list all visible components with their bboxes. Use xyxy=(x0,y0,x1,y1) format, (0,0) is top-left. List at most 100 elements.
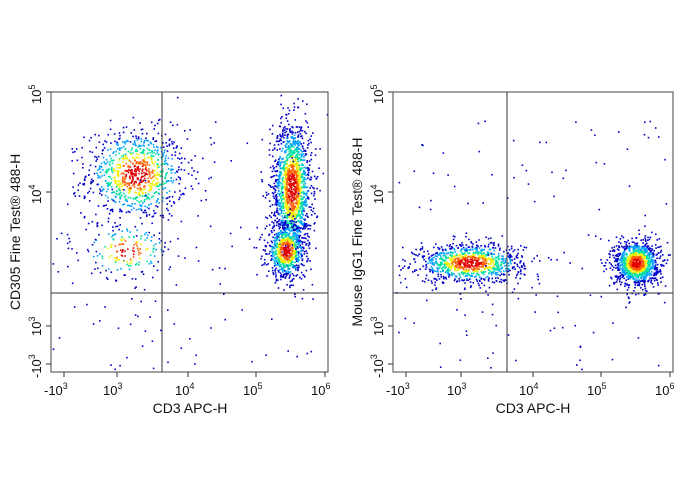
event-dot xyxy=(173,202,176,204)
event-dot xyxy=(111,192,113,194)
event-dot xyxy=(142,188,144,191)
event-dot xyxy=(468,264,470,266)
event-dot xyxy=(298,215,301,217)
event-dot xyxy=(477,253,479,256)
event-dot xyxy=(273,144,276,146)
event-dot xyxy=(133,140,136,142)
event-dot xyxy=(423,281,426,283)
event-dot xyxy=(294,180,297,182)
event-dot xyxy=(280,221,283,224)
event-dot xyxy=(183,169,186,171)
event-dot xyxy=(420,248,422,250)
event-dot xyxy=(288,244,291,246)
event-dot xyxy=(276,221,279,223)
event-dot xyxy=(132,247,135,249)
event-dot xyxy=(134,225,137,228)
event-dot xyxy=(310,206,312,209)
event-dot xyxy=(469,286,472,289)
event-dot xyxy=(478,274,480,276)
event-dot xyxy=(312,210,314,213)
event-dot xyxy=(148,180,151,183)
event-dot xyxy=(130,209,133,211)
event-dot xyxy=(619,275,621,278)
event-dot xyxy=(311,283,314,286)
event-dot xyxy=(487,294,489,296)
event-dot xyxy=(153,247,155,250)
event-dot xyxy=(444,261,447,264)
event-dot xyxy=(293,214,296,217)
event-dot xyxy=(154,140,156,143)
event-dot xyxy=(474,259,476,261)
event-dot xyxy=(178,182,180,185)
event-dot xyxy=(651,258,654,261)
event-dot xyxy=(292,251,295,254)
event-dot xyxy=(285,262,287,264)
event-dot xyxy=(298,130,300,133)
event-dot xyxy=(617,264,620,267)
event-dot xyxy=(284,242,286,245)
event-dot xyxy=(461,271,463,274)
event-dot xyxy=(101,175,103,177)
event-dot xyxy=(311,203,313,206)
event-dot xyxy=(306,259,309,262)
event-dot xyxy=(475,266,478,268)
event-dot xyxy=(273,188,276,190)
event-dot xyxy=(276,264,279,266)
event-dot xyxy=(276,135,279,137)
right-plot: -103 103 104 105 106 -103 103 104 105 CD… xyxy=(349,85,674,416)
event-dot xyxy=(282,275,284,278)
event-dot xyxy=(422,256,424,259)
event-dot xyxy=(275,140,278,143)
event-dot xyxy=(159,184,162,186)
event-dot xyxy=(128,189,131,192)
event-dot xyxy=(102,156,105,159)
event-dot xyxy=(284,186,286,189)
event-dot xyxy=(282,141,285,143)
event-dot xyxy=(133,186,136,188)
event-dot xyxy=(180,168,183,171)
event-dot xyxy=(167,163,169,166)
event-dot xyxy=(292,203,295,206)
event-dot xyxy=(466,257,468,260)
event-dot xyxy=(304,227,306,230)
event-dot xyxy=(275,200,277,203)
event-dot xyxy=(298,240,301,242)
event-dot xyxy=(310,141,312,144)
event-dot xyxy=(271,267,274,269)
event-dot xyxy=(107,182,110,184)
event-dot xyxy=(431,262,433,265)
event-dot xyxy=(501,273,503,275)
event-dot xyxy=(285,234,287,237)
event-dot xyxy=(153,184,156,187)
event-dot xyxy=(124,176,127,179)
event-dot xyxy=(315,177,317,180)
event-dot xyxy=(287,193,289,195)
event-dot xyxy=(293,173,296,175)
event-dot xyxy=(270,186,272,188)
event-dot xyxy=(101,152,103,155)
event-dot xyxy=(261,233,263,236)
event-dot xyxy=(281,248,283,251)
event-dot xyxy=(100,166,103,168)
event-dot xyxy=(105,163,107,165)
event-dot xyxy=(146,206,149,209)
event-dot xyxy=(150,171,153,173)
event-dot xyxy=(291,258,293,260)
event-dot xyxy=(301,263,304,266)
event-dot xyxy=(153,179,155,181)
event-dot xyxy=(291,190,294,193)
event-dot xyxy=(108,184,110,186)
event-dot xyxy=(502,258,505,261)
event-dot xyxy=(414,269,416,272)
event-dot xyxy=(284,126,286,128)
event-dot xyxy=(289,184,292,186)
event-dot xyxy=(487,243,490,246)
event-dot xyxy=(71,160,73,162)
event-dot xyxy=(164,133,167,136)
event-dot xyxy=(126,261,129,263)
event-dot xyxy=(72,151,74,154)
event-dot xyxy=(281,232,283,235)
event-dot xyxy=(135,235,138,237)
event-dot xyxy=(478,247,481,249)
event-dot xyxy=(265,264,268,266)
